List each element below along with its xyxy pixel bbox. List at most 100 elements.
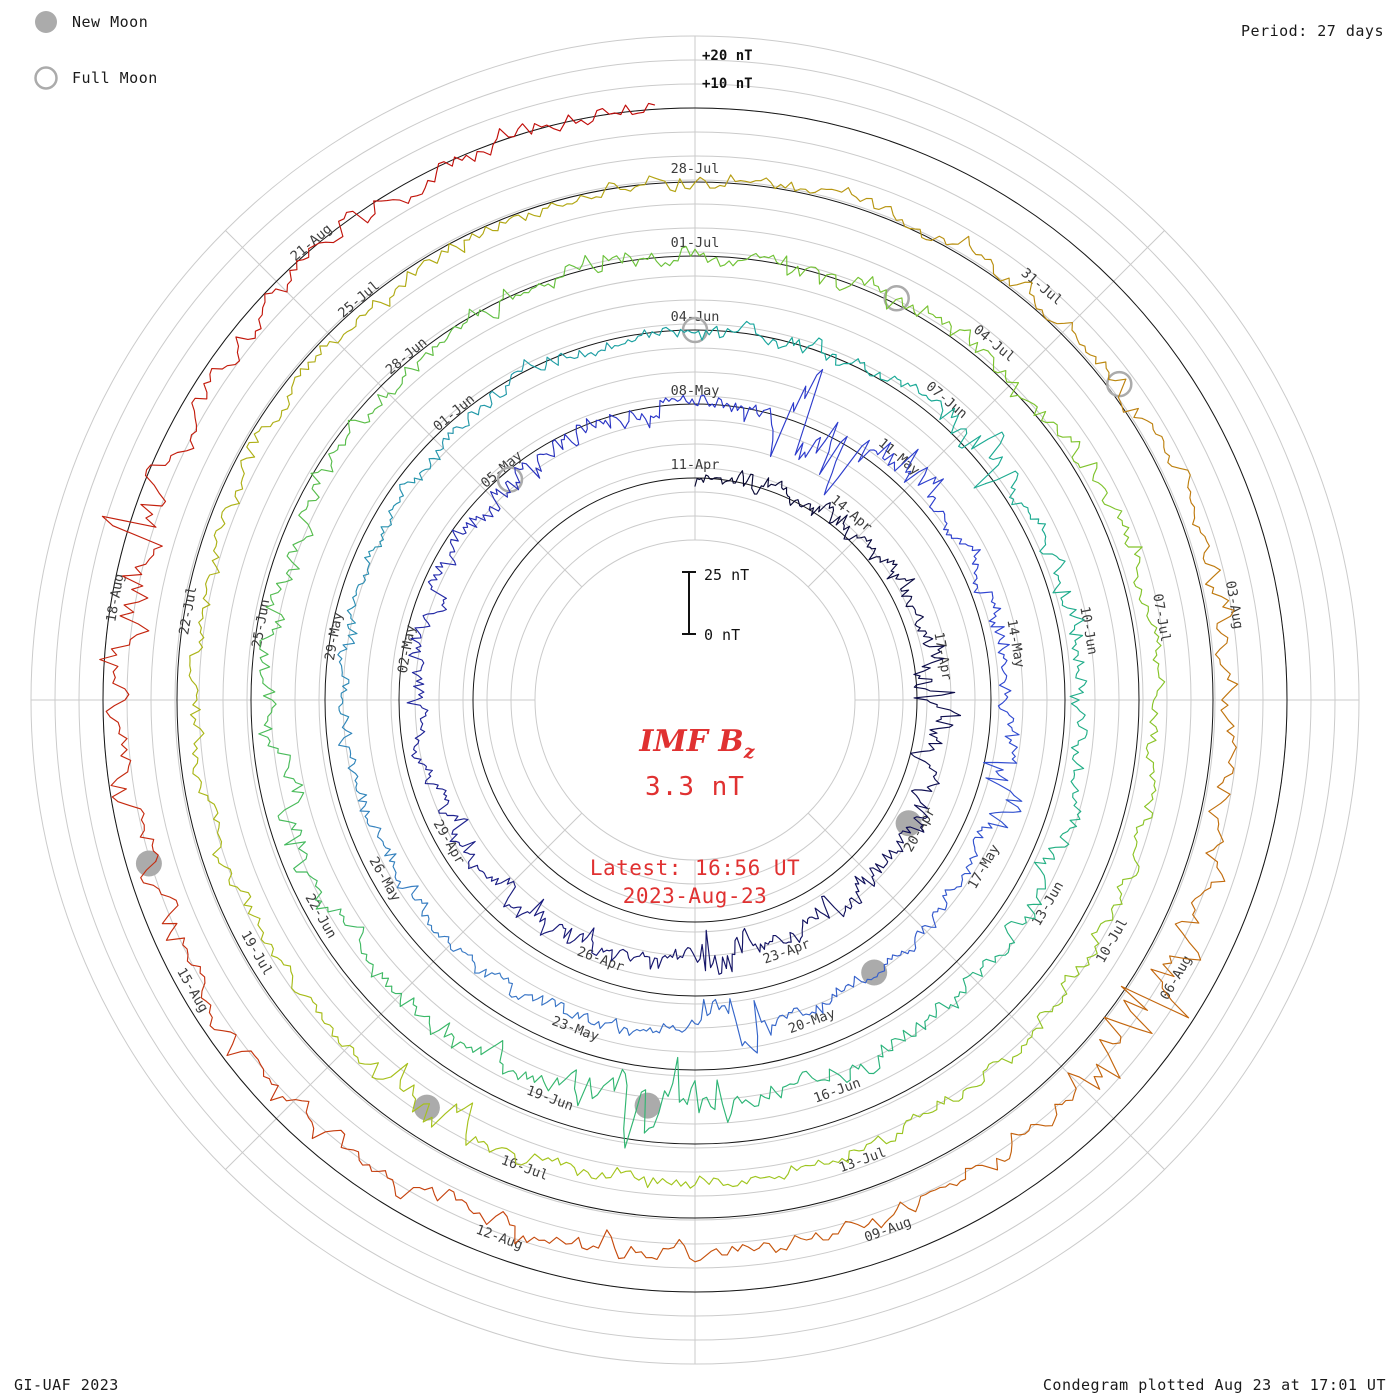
period-label: Period: 27 days <box>1241 22 1384 40</box>
trace-segment <box>1187 486 1230 608</box>
trace-segment <box>797 265 897 310</box>
trace-segment <box>1117 378 1191 488</box>
trace-segment <box>996 1072 1101 1162</box>
new-moon-marker <box>135 850 162 877</box>
trace-segment <box>884 1157 999 1224</box>
trace-segment <box>694 174 816 194</box>
radial-tick-plus20: +20 nT <box>702 48 753 64</box>
trace-segment <box>828 1029 917 1083</box>
trace-segment <box>931 858 973 928</box>
trace-segment <box>1093 968 1190 1079</box>
trace-segment <box>997 644 1015 720</box>
trace-segment <box>465 1040 558 1092</box>
trace-segment <box>939 405 1005 489</box>
trace-segment <box>611 326 696 350</box>
trace-segment <box>327 908 393 987</box>
trace-segment <box>915 968 983 1037</box>
trace-segment <box>212 841 273 946</box>
trace-segment <box>741 1068 831 1107</box>
trace-segment <box>910 714 962 773</box>
trace-segment <box>337 638 355 721</box>
date-label: 09-Aug <box>862 1214 913 1246</box>
trace-segment <box>406 651 429 717</box>
trace-segment <box>809 975 878 1016</box>
trace-segment <box>200 982 279 1101</box>
trace-segment <box>556 1068 647 1149</box>
bz-spiral-trace <box>99 102 1239 1263</box>
trace-segment <box>506 1215 632 1260</box>
plotted-label: Condegram plotted Aug 23 at 17:01 UT <box>1042 1376 1386 1394</box>
scale-bar-bottom-cap <box>682 633 696 635</box>
date-label: 16-Jul <box>499 1152 550 1184</box>
trace-segment <box>523 342 613 371</box>
trace-segment <box>192 728 223 843</box>
trace-segment <box>1214 606 1239 732</box>
date-label: 17-May <box>965 842 1003 892</box>
trace-segment <box>434 123 561 183</box>
polar-spokes <box>31 36 1359 1364</box>
chart-title-subscript: z <box>743 741 755 763</box>
latest-value: 3.3 nT <box>645 772 745 802</box>
date-label: 10-Jul <box>1093 916 1131 966</box>
trace-segment <box>313 179 436 247</box>
date-label: 22-Jul <box>176 585 200 636</box>
trace-segment <box>694 394 765 423</box>
date-label: 08-May <box>671 383 720 399</box>
trace-segment <box>234 395 290 504</box>
trace-segment <box>298 439 347 536</box>
date-label: 28-Jul <box>671 161 720 177</box>
trace-segment <box>1033 813 1081 898</box>
trace-segment <box>925 235 1035 297</box>
trace-segment <box>1205 730 1237 854</box>
trace-segment <box>150 360 240 466</box>
trace-segment <box>879 558 916 608</box>
scale-bar-top-cap <box>682 571 696 573</box>
radial-tick-plus10: +10 nT <box>702 76 753 92</box>
new-moon-icon <box>35 11 57 33</box>
trace-segment <box>338 719 368 802</box>
trace-segment <box>265 534 314 628</box>
trace-segment <box>367 239 466 312</box>
date-label: 23-May <box>550 1013 601 1045</box>
trace-segment <box>746 473 796 506</box>
latest-date-label: 2023-Aug-23 <box>622 884 768 908</box>
trace-segment <box>140 860 206 984</box>
trace-segment <box>602 948 666 970</box>
trace-segment <box>559 102 656 132</box>
scale-bar <box>688 572 690 634</box>
trace-segment <box>1056 429 1123 519</box>
legend-new-moon: New Moon <box>32 8 148 36</box>
trace-segment <box>498 254 593 311</box>
trace-segment <box>404 425 467 485</box>
trace-segment <box>628 394 696 429</box>
trace-segment <box>912 605 945 659</box>
trace-segment <box>99 601 150 735</box>
spoke-line <box>807 812 1165 1170</box>
trace-segment <box>985 470 1047 552</box>
trace-segment <box>794 499 848 526</box>
date-label: 31-Jul <box>1018 265 1066 309</box>
trace-segment <box>818 421 896 496</box>
credit-label: GI-UAF 2023 <box>14 1376 119 1394</box>
baseline-circle <box>250 255 1140 1145</box>
trace-segment <box>391 985 467 1049</box>
trace-segment <box>664 929 727 975</box>
trace-segment <box>863 362 943 407</box>
trace-segment <box>259 626 282 726</box>
trace-segment <box>427 526 467 588</box>
date-label: 26-Apr <box>575 944 626 976</box>
date-label: 25-Jul <box>335 278 383 322</box>
trace-segment <box>987 350 1058 431</box>
baseline-circles <box>102 107 1288 1293</box>
legend-full-moon: Full Moon <box>32 64 158 92</box>
full-moon-marker <box>883 285 910 312</box>
date-label: 29-May <box>322 611 346 662</box>
trace-segment <box>655 998 731 1034</box>
trace-segment <box>972 577 1010 646</box>
date-label: 10-Jun <box>1076 605 1100 656</box>
trace-segment <box>814 187 927 241</box>
trace-segment <box>508 982 580 1020</box>
trace-segment <box>858 1096 960 1152</box>
trace-segment <box>725 927 784 973</box>
date-label: 17-Apr <box>930 631 954 682</box>
